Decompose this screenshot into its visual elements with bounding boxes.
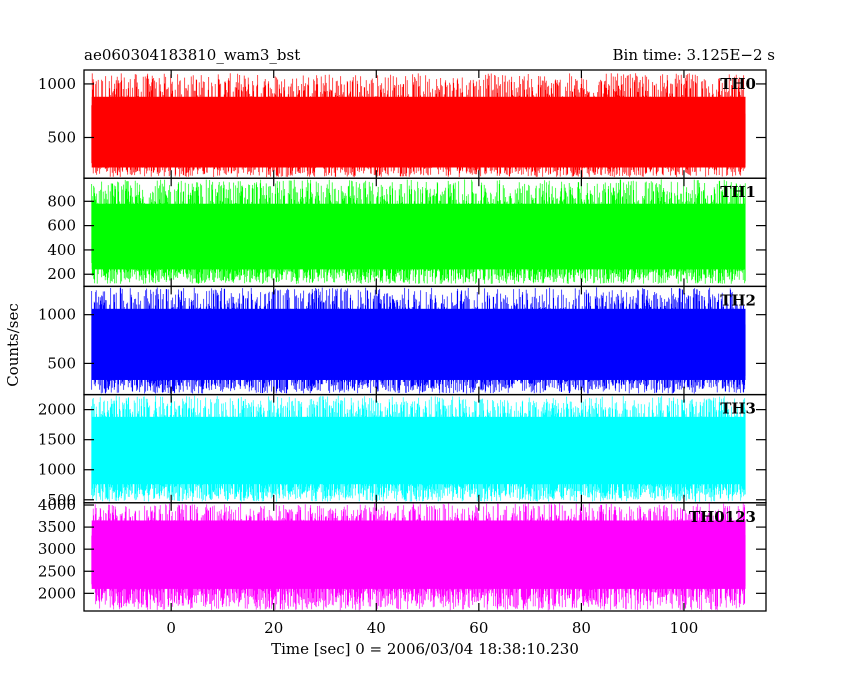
- panel-th0: 500 1000 TH0: [38, 69, 767, 179]
- series-th3-core: [91, 416, 746, 485]
- chart-title-left: ae060304183810_wam3_bst: [84, 46, 300, 64]
- series-label: TH0123: [689, 508, 756, 526]
- y-tick-label: 500: [47, 354, 76, 372]
- panel-th0123: 2000 2500 3000 3500 4000 TH0123: [38, 496, 767, 612]
- y-tick-label: 1000: [38, 306, 76, 324]
- y-tick-label: 2000: [38, 401, 76, 419]
- y-tick-label: 600: [47, 217, 76, 235]
- y-tick-label: 400: [47, 241, 76, 259]
- y-tick-label: 2500: [38, 562, 76, 580]
- y-tick-label: 1000: [38, 75, 76, 93]
- y-tick-label: 800: [47, 192, 76, 210]
- x-tick-label: 80: [572, 619, 591, 637]
- panel-th1: 200 400 600 800 TH1: [47, 177, 767, 288]
- y-tick-label: 1000: [38, 461, 76, 479]
- x-tick-label: 20: [264, 619, 283, 637]
- x-axis-label: Time [sec] 0 = 2006/03/04 18:38:10.230: [271, 640, 579, 658]
- series-label: TH1: [720, 183, 756, 201]
- y-tick-label: 500: [47, 128, 76, 146]
- series-th0123-core: [91, 520, 746, 589]
- x-tick-label: 40: [367, 619, 386, 637]
- x-tick-label: 60: [469, 619, 488, 637]
- x-tick-label: 0: [166, 619, 176, 637]
- y-tick-label: 4000: [38, 496, 76, 514]
- series-th0-core: [91, 96, 746, 168]
- series-label: TH0: [720, 75, 756, 93]
- panel-frame: [83, 502, 767, 612]
- y-tick-label: 3500: [38, 518, 76, 536]
- y-tick-label: 3000: [38, 540, 76, 558]
- series-th2-core: [91, 308, 746, 380]
- y-axis-label: Counts/sec: [4, 303, 22, 387]
- series-th1-core: [91, 203, 746, 270]
- y-tick-label: 200: [47, 265, 76, 283]
- x-tick-label: 100: [670, 619, 699, 637]
- y-tick-label: 500: [47, 491, 76, 509]
- panel-th2: 500 1000 TH2: [38, 285, 767, 396]
- panel-th3: 500 1000 1500 2000 TH3: [38, 393, 767, 509]
- chart-title-right: Bin time: 3.125E−2 s: [613, 46, 775, 64]
- series-label: TH3: [720, 400, 756, 418]
- y-tick-label: 2000: [38, 584, 76, 602]
- series-label: TH2: [720, 291, 756, 309]
- y-tick-label: 1500: [38, 431, 76, 449]
